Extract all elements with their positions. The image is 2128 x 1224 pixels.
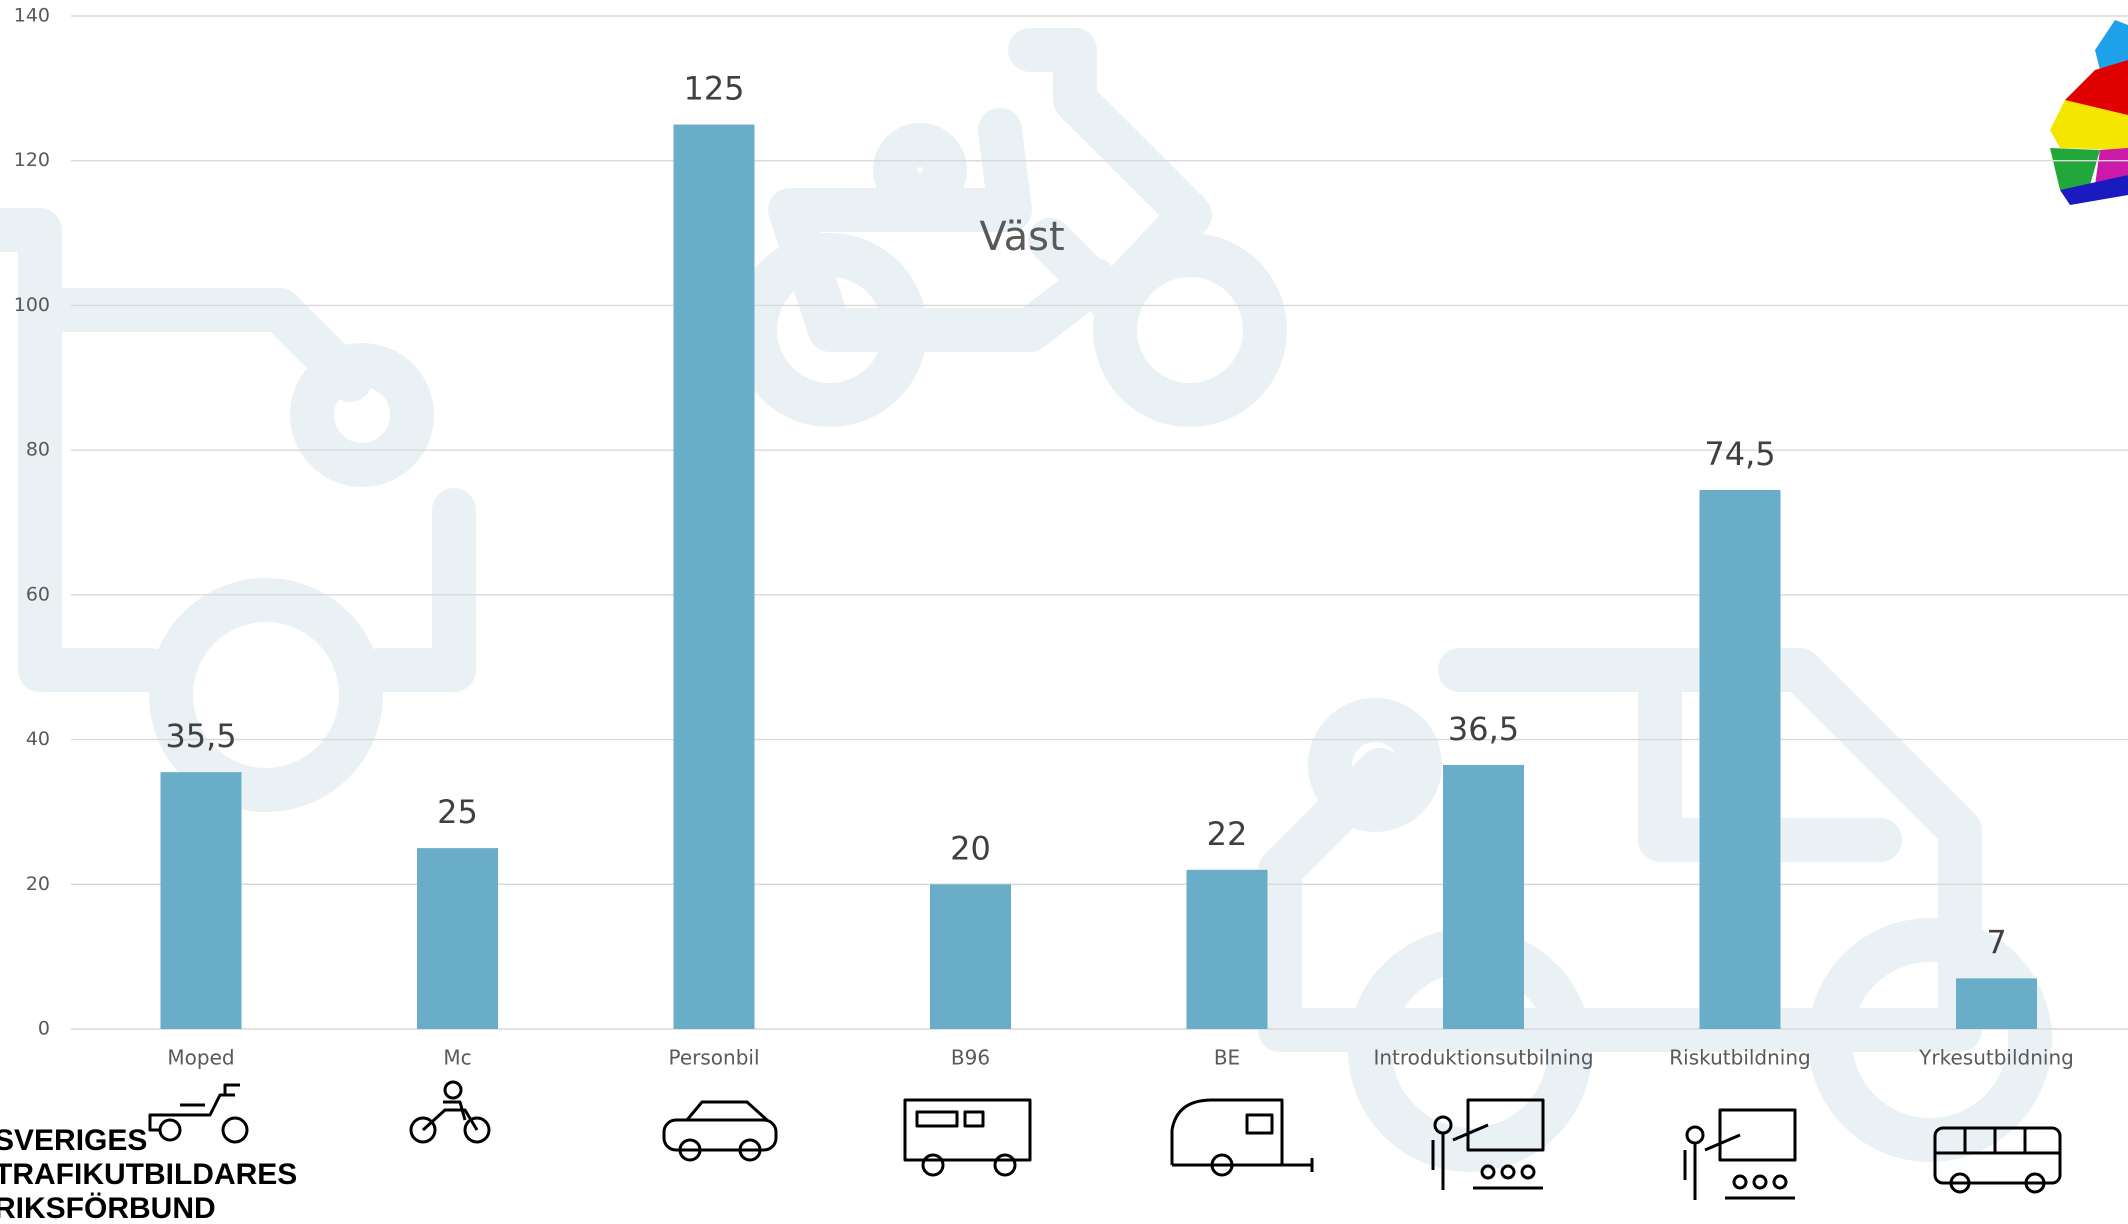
bar [930,884,1011,1029]
x-tick-label: Introduktionsutbilning [1373,1046,1593,1070]
y-tick-label: 40 [26,728,50,750]
value-label: 25 [437,793,478,831]
y-tick-label: 100 [14,294,50,316]
x-tick-label: B96 [951,1046,990,1070]
bar [1956,978,2037,1029]
logo-text: TRAFIKUTBILDARES [0,1158,297,1191]
category-icons [148,1080,2062,1200]
x-tick-label: Mc [443,1046,471,1070]
value-label: 35,5 [165,717,236,755]
x-tick-label: Moped [167,1046,234,1070]
y-tick-label: 80 [26,439,50,461]
background-art [0,28,2052,1172]
value-label: 125 [683,70,744,108]
x-tick-label: Yrkesutbildning [1918,1046,2074,1070]
region-map [2050,20,2128,205]
y-tick-label: 0 [38,1018,50,1040]
bar [417,848,498,1029]
value-label: 36,5 [1448,710,1519,748]
value-label: 7 [1986,923,2006,961]
bar [1186,869,1268,1029]
bar [160,772,242,1029]
y-tick-label: 20 [26,873,50,895]
value-label: 20 [950,829,991,867]
y-tick-label: 60 [26,583,50,605]
y-tick-label: 120 [14,149,50,171]
x-tick-label: Personbil [668,1046,759,1070]
logo-text: SVERIGES [0,1124,147,1157]
value-label: 74,5 [1704,435,1775,473]
logo-text: RIKSFÖRBUND [0,1192,216,1224]
bar [673,124,755,1030]
bar [1443,764,1524,1029]
x-tick-label: Riskutbildning [1669,1046,1810,1070]
x-tick-label: BE [1214,1046,1240,1070]
chart-title: Väst [979,214,1064,260]
bar [1699,489,1781,1029]
y-tick-label: 140 [14,5,50,27]
value-label: 22 [1207,815,1248,853]
